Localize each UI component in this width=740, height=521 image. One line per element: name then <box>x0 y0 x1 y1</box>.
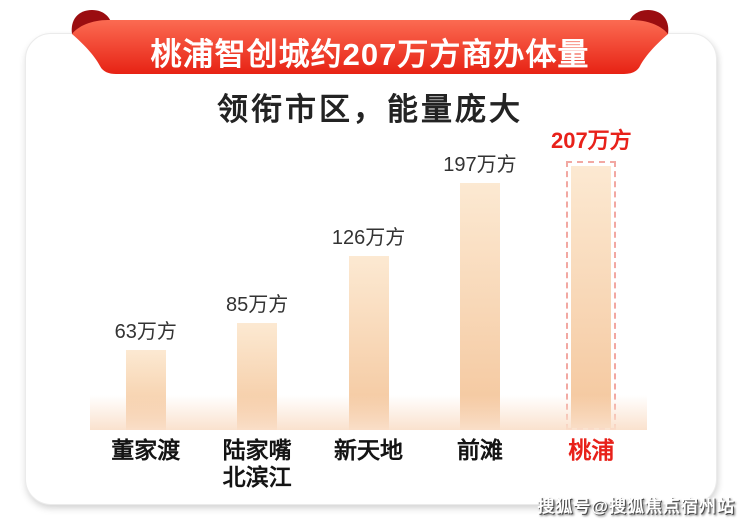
ribbon-banner: 桃浦智创城约207万方商办体量 <box>68 8 672 78</box>
category-label: 陆家嘴 北滨江 <box>222 437 292 490</box>
bar-column: 63万方 <box>90 134 201 430</box>
bar-wrap <box>237 323 278 430</box>
bar-column: 197万方 <box>424 134 535 430</box>
bar-highlight-box <box>566 161 617 430</box>
ribbon-body <box>72 20 668 74</box>
bar-column: 85万方 <box>201 134 312 430</box>
bar-wrap <box>348 256 389 430</box>
bar-wrap <box>125 350 166 430</box>
bar-chart: 63万方 85万方 126万方 197万方 207万方 <box>90 128 647 430</box>
category-label: 董家渡 <box>111 437 181 463</box>
category-label: 新天地 <box>334 437 404 463</box>
chart-subtitle: 领衔市区，能量庞大 <box>217 92 523 127</box>
bar-value-label: 85万方 <box>225 294 289 316</box>
bar <box>125 350 166 430</box>
bar <box>571 166 612 428</box>
bar-value-label: 207万方 <box>550 128 632 153</box>
bar <box>459 183 500 430</box>
bar-wrap <box>459 183 500 430</box>
bar-value-label: 63万方 <box>114 321 177 343</box>
bar <box>237 323 278 430</box>
bar-column: 126万方 <box>313 134 424 430</box>
watermark: 搜狐号@搜狐焦点宿州站 <box>537 497 735 516</box>
bar-value-label: 197万方 <box>443 154 517 176</box>
bar <box>348 256 389 430</box>
bar-value-label: 126万方 <box>331 227 406 249</box>
banner-title: 桃浦智创城约207万方商办体量 <box>150 37 590 72</box>
ribbon-shape <box>71 10 669 74</box>
category-label: 桃浦 <box>568 437 615 463</box>
bar-column: 207万方 <box>536 128 647 430</box>
category-label: 前滩 <box>456 437 503 463</box>
category-axis: 董家渡 陆家嘴 北滨江 新天地 前滩 桃浦 <box>90 437 647 491</box>
